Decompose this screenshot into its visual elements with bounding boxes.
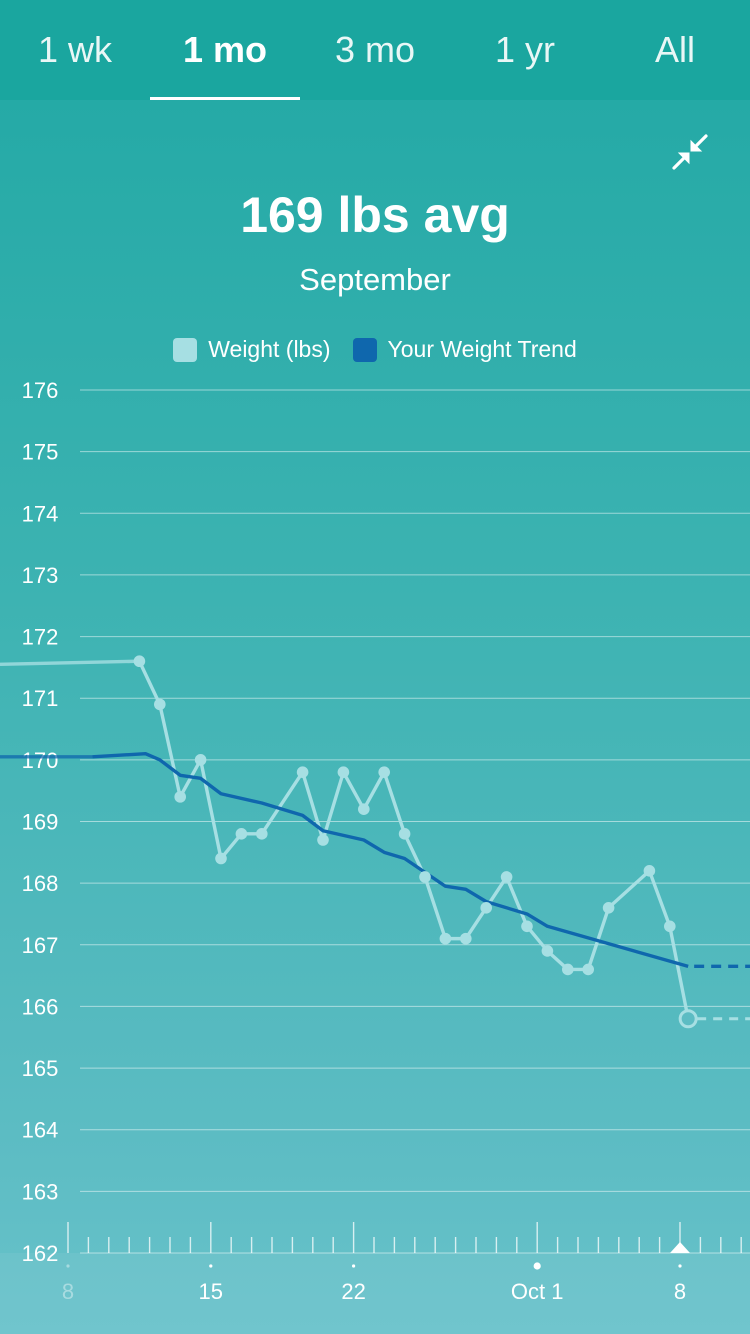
x-tick-label: 15 (199, 1279, 223, 1304)
tab-3-months[interactable]: 3 mo (334, 29, 416, 70)
y-tick-label: 173 (22, 563, 59, 588)
weight-point (337, 766, 350, 778)
tab-all[interactable]: All (654, 29, 695, 70)
weight-point (541, 945, 554, 957)
tab-1-month[interactable]: 1 mo (150, 0, 300, 100)
x-axis-band (0, 1253, 750, 1334)
y-tick-label: 175 (22, 440, 59, 465)
tab-1-year[interactable]: 1 yr (494, 29, 555, 70)
legend-trend: Your Weight Trend (352, 336, 577, 363)
y-tick-label: 165 (22, 1056, 59, 1081)
weight-point (215, 852, 227, 865)
collapse-arrows-icon[interactable] (668, 130, 712, 174)
legend-weight-label: Weight (lbs) (208, 336, 331, 362)
weight-point (133, 655, 146, 668)
x-tick-label: 8 (62, 1279, 74, 1304)
weight-point (235, 828, 248, 840)
weight-point (521, 920, 533, 933)
trend-line (92, 751, 689, 968)
y-tick-label: 163 (22, 1179, 59, 1204)
x-tick-dot (209, 1264, 213, 1268)
weight-point (296, 766, 309, 778)
y-tick-label: 168 (22, 871, 59, 896)
weight-point (174, 791, 186, 803)
weight-point (664, 920, 676, 933)
y-tick-label: 172 (22, 625, 59, 650)
y-tick-label: 166 (22, 994, 59, 1019)
current-day-marker (670, 1242, 690, 1253)
weight-point-latest (678, 1009, 698, 1029)
y-tick-label: 176 (22, 378, 59, 403)
weight-line (137, 660, 690, 1020)
time-range-tabs: 1 wk 1 mo 3 mo 1 yr All (0, 0, 750, 100)
weight-point (154, 698, 166, 711)
weight-point (255, 828, 268, 840)
y-tick-label: 174 (22, 501, 59, 526)
y-tick-label: 169 (22, 810, 59, 835)
y-tick-label: 162 (22, 1241, 59, 1266)
weight-point (643, 865, 656, 877)
weight-point (317, 834, 329, 846)
average-weight-title: 169 lbs avg (240, 187, 510, 243)
weight-point (398, 828, 411, 840)
weight-point (194, 754, 207, 766)
period-subtitle: September (299, 262, 451, 297)
x-tick-dot (678, 1264, 682, 1268)
chart-legend: Weight (lbs) Your Weight Trend (0, 336, 750, 363)
weight-point (582, 963, 594, 976)
x-tick-label: 22 (341, 1279, 365, 1304)
y-tick-label: 167 (22, 933, 59, 958)
y-tick-label: 171 (22, 686, 59, 711)
weight-point (500, 871, 513, 883)
weight-point (562, 963, 574, 976)
weight-point (460, 932, 472, 945)
weight-point (378, 766, 391, 778)
weight-lead-in (0, 659, 140, 667)
y-tick-label: 164 (22, 1118, 59, 1143)
legend-trend-label: Your Weight Trend (387, 336, 577, 362)
tab-1-week[interactable]: 1 wk (37, 29, 113, 70)
legend-trend-swatch (352, 337, 377, 362)
weight-point (602, 902, 615, 914)
x-tick-dot (533, 1262, 541, 1270)
legend-weight-swatch (173, 337, 198, 362)
weight-point (419, 871, 431, 883)
weight-point (439, 932, 452, 945)
x-tick-dot (352, 1264, 356, 1268)
x-tick-label: Oct 1 (511, 1279, 564, 1304)
weight-point (480, 902, 493, 914)
x-tick-label: 8 (674, 1279, 686, 1304)
legend-weight: Weight (lbs) (173, 336, 331, 363)
weight-point (358, 803, 370, 815)
x-tick-dot (66, 1264, 70, 1268)
y-tick-label: 170 (22, 748, 59, 773)
